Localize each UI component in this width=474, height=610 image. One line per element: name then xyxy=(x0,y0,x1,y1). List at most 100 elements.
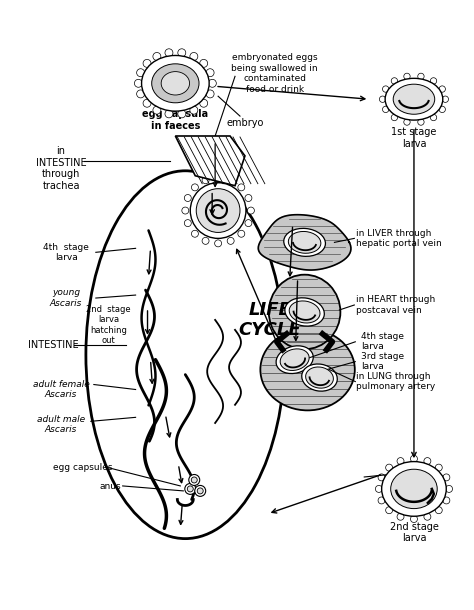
Circle shape xyxy=(238,184,245,191)
Circle shape xyxy=(165,110,173,118)
Text: adult female
Ascaris: adult female Ascaris xyxy=(33,380,90,399)
Ellipse shape xyxy=(285,298,324,326)
Circle shape xyxy=(195,486,206,497)
Circle shape xyxy=(391,114,398,121)
Text: in LIVER through
hepatic portal vein: in LIVER through hepatic portal vein xyxy=(356,229,442,248)
Ellipse shape xyxy=(289,301,320,323)
Circle shape xyxy=(143,99,151,107)
Text: embryo: embryo xyxy=(226,118,264,128)
Text: 4th stage
larva: 4th stage larva xyxy=(361,332,404,351)
Circle shape xyxy=(245,195,252,201)
Circle shape xyxy=(378,497,385,504)
Circle shape xyxy=(206,69,214,77)
Text: 2nd  stage
larva
hatching
out: 2nd stage larva hatching out xyxy=(86,305,131,345)
Circle shape xyxy=(397,513,404,520)
Text: 4th  stage
larva: 4th stage larva xyxy=(43,243,89,262)
Circle shape xyxy=(430,77,437,84)
Circle shape xyxy=(383,106,389,113)
Circle shape xyxy=(379,96,386,102)
Text: anus: anus xyxy=(100,483,121,492)
Ellipse shape xyxy=(306,367,333,388)
Circle shape xyxy=(137,90,145,98)
Circle shape xyxy=(189,475,200,486)
Ellipse shape xyxy=(280,349,309,370)
Circle shape xyxy=(215,174,221,181)
Circle shape xyxy=(187,486,193,492)
Text: 1st stage
larva: 1st stage larva xyxy=(391,127,437,149)
Circle shape xyxy=(245,220,252,226)
Circle shape xyxy=(410,455,418,462)
Circle shape xyxy=(215,240,221,247)
Circle shape xyxy=(435,464,442,471)
Circle shape xyxy=(197,488,203,494)
Circle shape xyxy=(143,59,151,67)
Ellipse shape xyxy=(284,228,326,256)
Circle shape xyxy=(137,69,145,77)
Ellipse shape xyxy=(161,71,190,95)
Circle shape xyxy=(378,474,385,481)
Circle shape xyxy=(383,86,389,92)
Circle shape xyxy=(430,114,437,121)
Text: adult male
Ascaris: adult male Ascaris xyxy=(37,415,85,434)
Ellipse shape xyxy=(260,329,355,411)
Text: embryonated eggs
being swallowed in
contaminated
food or drink: embryonated eggs being swallowed in cont… xyxy=(231,54,318,94)
Circle shape xyxy=(178,49,186,57)
Circle shape xyxy=(391,77,398,84)
Circle shape xyxy=(202,177,209,184)
Ellipse shape xyxy=(190,183,246,239)
Polygon shape xyxy=(175,136,245,185)
Circle shape xyxy=(184,195,191,201)
Circle shape xyxy=(410,515,418,523)
Circle shape xyxy=(397,458,404,465)
Circle shape xyxy=(206,90,214,98)
Ellipse shape xyxy=(276,346,313,373)
Circle shape xyxy=(404,73,410,79)
Circle shape xyxy=(442,96,448,102)
Text: LIFE
CYCLE: LIFE CYCLE xyxy=(238,301,301,339)
Text: egg capsules: egg capsules xyxy=(53,462,113,472)
Ellipse shape xyxy=(302,364,337,391)
Circle shape xyxy=(435,507,442,514)
Polygon shape xyxy=(258,215,351,270)
Text: 3rd stage
larva: 3rd stage larva xyxy=(361,352,404,371)
Circle shape xyxy=(165,49,173,57)
Circle shape xyxy=(227,177,234,184)
Circle shape xyxy=(191,477,197,483)
Circle shape xyxy=(424,513,431,520)
Ellipse shape xyxy=(385,78,443,120)
Circle shape xyxy=(191,231,199,237)
Text: in
INTESTINE
through
trachea: in INTESTINE through trachea xyxy=(36,146,86,191)
Circle shape xyxy=(386,464,392,471)
Circle shape xyxy=(439,106,446,113)
Ellipse shape xyxy=(142,56,209,111)
Circle shape xyxy=(446,486,453,492)
Ellipse shape xyxy=(86,171,285,539)
Circle shape xyxy=(443,474,450,481)
Circle shape xyxy=(418,119,424,125)
Circle shape xyxy=(247,207,255,214)
Circle shape xyxy=(191,184,199,191)
Circle shape xyxy=(424,458,431,465)
Circle shape xyxy=(386,507,392,514)
Circle shape xyxy=(153,106,161,114)
Ellipse shape xyxy=(269,274,340,350)
Circle shape xyxy=(439,86,446,92)
Ellipse shape xyxy=(382,462,446,516)
Circle shape xyxy=(404,119,410,125)
Circle shape xyxy=(375,486,383,492)
Circle shape xyxy=(200,59,208,67)
Text: in LUNG through
pulmonary artery: in LUNG through pulmonary artery xyxy=(356,372,436,391)
Circle shape xyxy=(227,237,234,245)
Circle shape xyxy=(202,237,209,245)
Circle shape xyxy=(153,52,161,60)
Text: 2nd stage
larva: 2nd stage larva xyxy=(390,522,438,544)
Text: in HEART through
postcaval vein: in HEART through postcaval vein xyxy=(356,295,436,315)
Text: egg capsula
in faeces: egg capsula in faeces xyxy=(142,109,209,131)
Circle shape xyxy=(185,484,196,494)
Text: young
Ascaris: young Ascaris xyxy=(50,289,82,307)
Ellipse shape xyxy=(196,188,240,232)
Circle shape xyxy=(200,99,208,107)
Circle shape xyxy=(190,106,198,114)
Ellipse shape xyxy=(288,231,321,253)
Circle shape xyxy=(418,73,424,79)
